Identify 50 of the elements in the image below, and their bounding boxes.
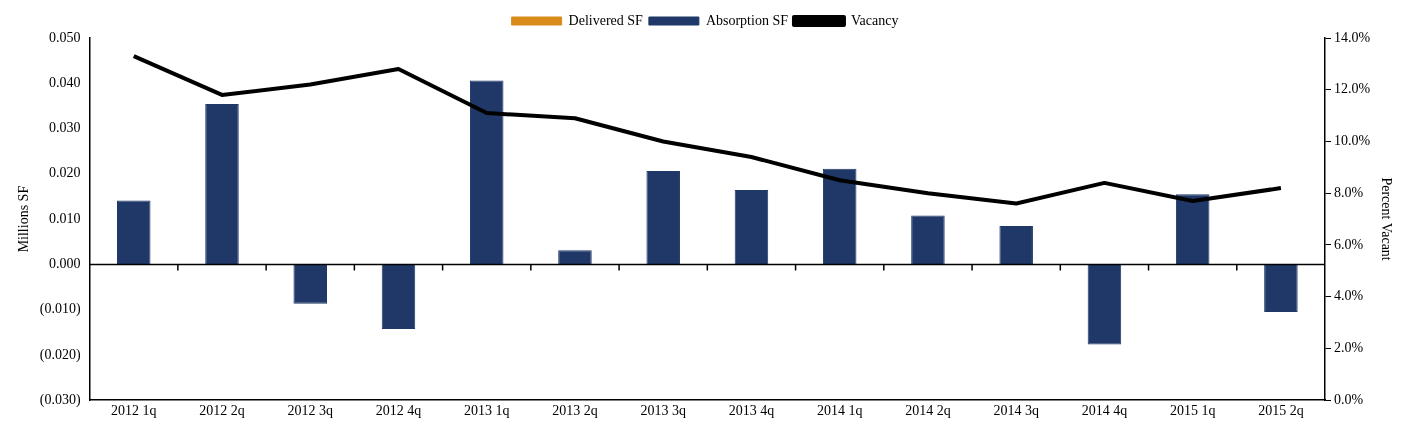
y2-tick-label: 12.0% (1334, 81, 1371, 97)
bar (1264, 264, 1298, 312)
y2-tick-label: 2.0% (1334, 340, 1364, 356)
x-tick-label: 2013 2q (552, 403, 598, 419)
y-tick-label: 0.010 (49, 210, 81, 226)
y-tick-label: 0.050 (49, 29, 81, 45)
y2-axis-title: Percent Vacant (1378, 177, 1394, 261)
bar (646, 171, 680, 265)
x-tick-label: 2015 1q (1169, 403, 1216, 419)
y2-tick-label: 4.0% (1334, 288, 1364, 304)
legend-label: Delivered SF (568, 12, 644, 28)
x-tick-label: 2012 2q (199, 403, 245, 419)
x-tick-label: 2012 1q (111, 403, 157, 419)
bar (469, 80, 504, 265)
bar (116, 200, 151, 265)
x-tick-label: 2014 4q (1081, 403, 1128, 419)
legend-label: Vacancy (850, 12, 899, 28)
x-tick-label: 2013 4q (728, 403, 775, 419)
x-tick-label: 2014 3q (993, 403, 1039, 419)
bar (734, 190, 769, 265)
y-tick-label: (0.020) (39, 346, 81, 363)
x-tick-label: 2012 3q (287, 403, 333, 419)
y2-tick-label: 0.0% (1334, 391, 1364, 407)
bar (558, 250, 592, 265)
bar (999, 225, 1033, 265)
bar (381, 264, 416, 330)
y2-tick-label: 6.0% (1334, 236, 1364, 252)
bar (822, 168, 857, 265)
y-axis-title: Millions SF (16, 185, 32, 253)
bar (1175, 194, 1210, 265)
bar (1087, 264, 1122, 345)
bar (205, 104, 239, 265)
y2-tick-label: 14.0% (1334, 29, 1371, 45)
bar (911, 215, 945, 265)
x-tick-label: 2013 1q (463, 403, 510, 419)
y2-tick-label: 10.0% (1334, 133, 1371, 149)
y2-tick-label: 8.0% (1334, 184, 1364, 200)
x-tick-label: 2013 3q (640, 403, 686, 419)
x-tick-label: 2012 4q (375, 403, 422, 419)
y-tick-label: (0.030) (39, 391, 81, 408)
y-tick-label: 0.040 (49, 74, 81, 90)
x-tick-label: 2014 1q (816, 403, 863, 419)
y-tick-label: 0.000 (49, 256, 81, 272)
y-tick-label: (0.010) (39, 301, 81, 318)
y-tick-label: 0.030 (49, 120, 81, 136)
legend-label: Absorption SF (705, 12, 789, 28)
x-tick-label: 2015 2q (1258, 403, 1304, 419)
y-tick-label: 0.020 (49, 165, 81, 181)
bar (293, 264, 327, 304)
x-tick-label: 2014 2q (905, 403, 951, 419)
